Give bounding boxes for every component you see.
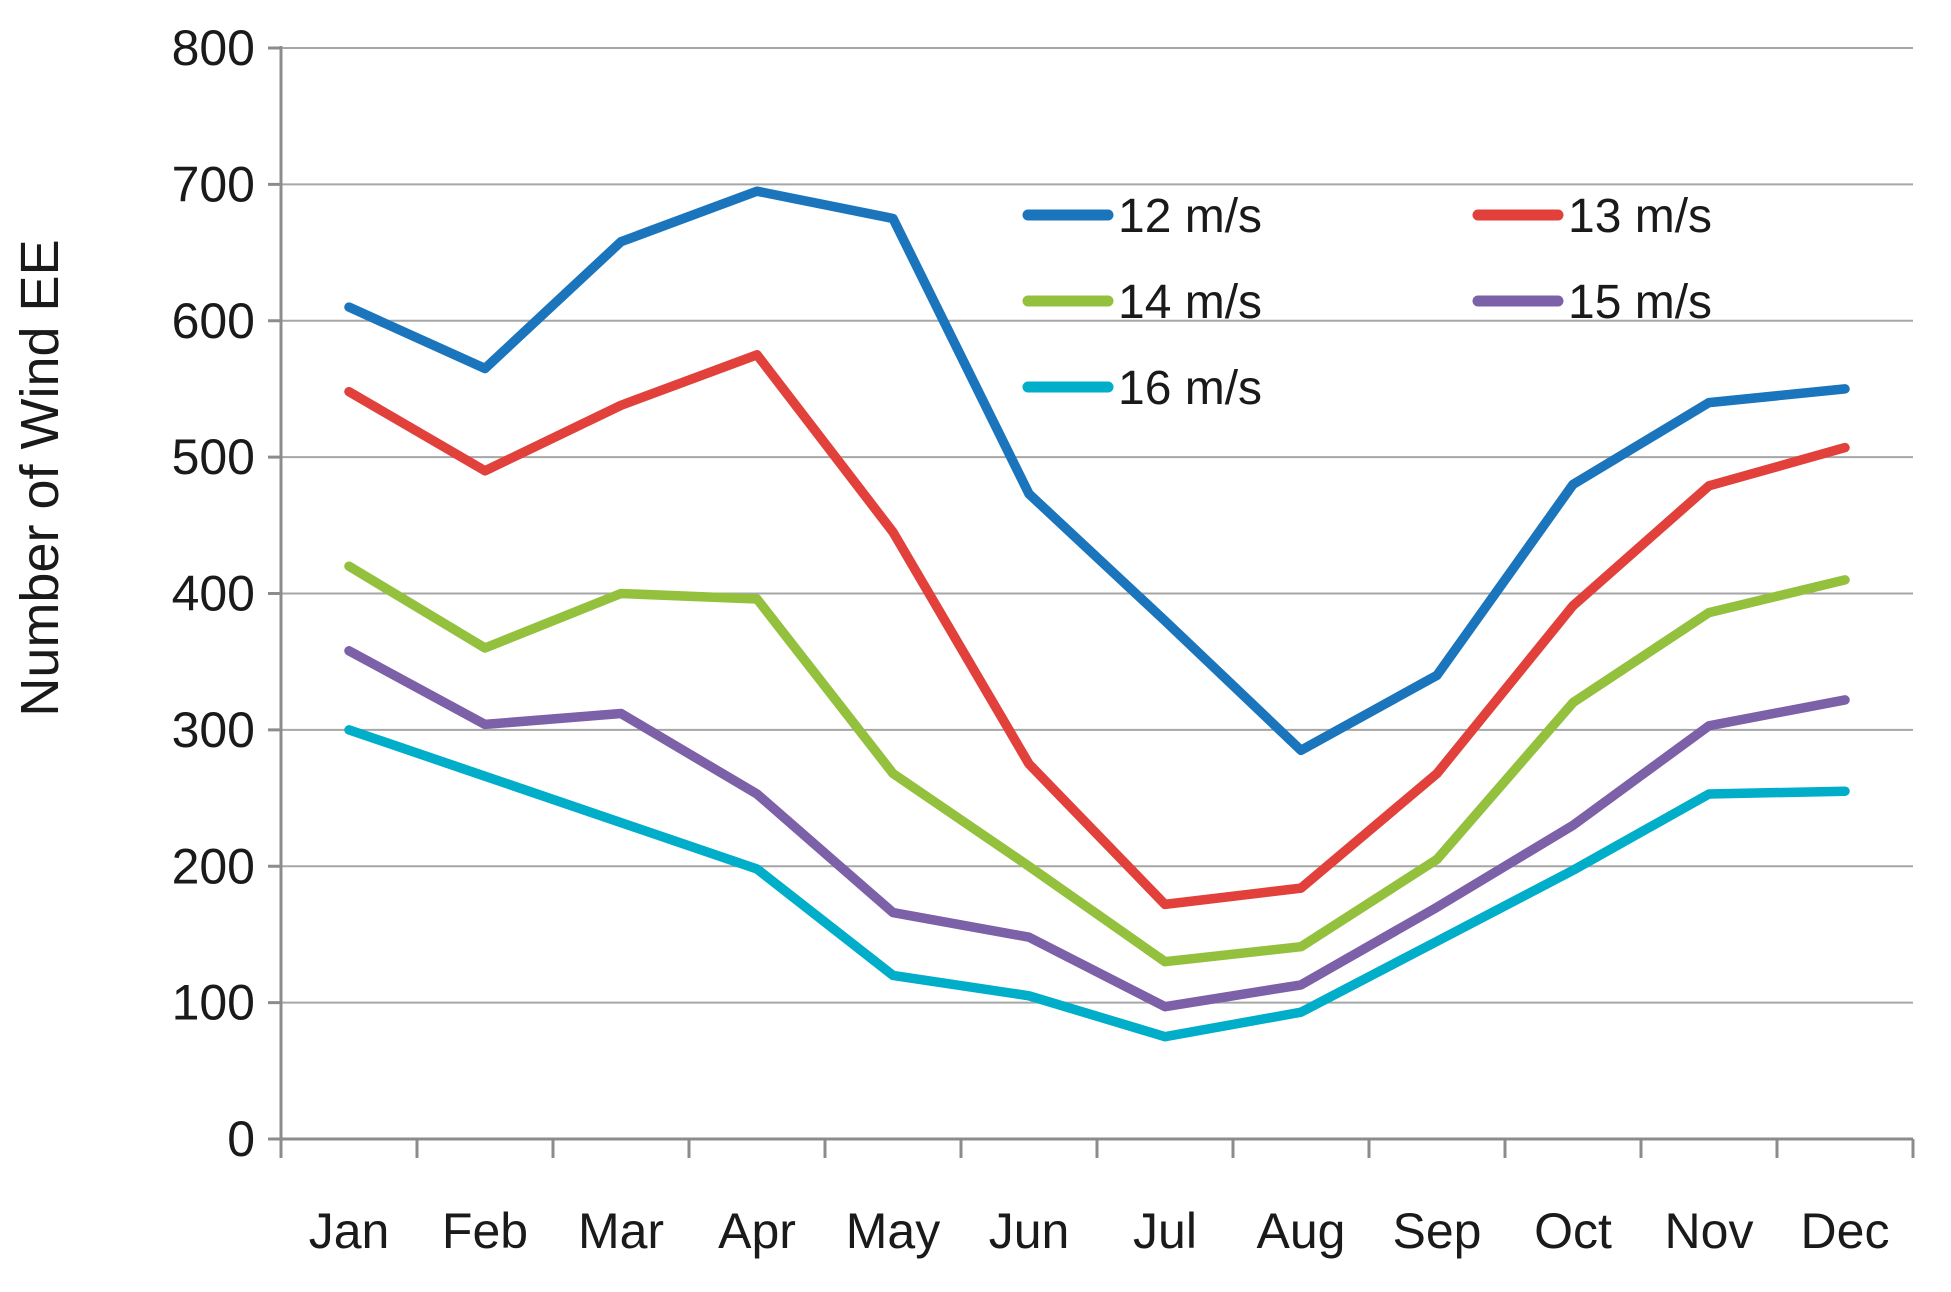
x-tick-label: Mar	[578, 1203, 664, 1259]
x-tick-label: Jul	[1133, 1203, 1197, 1259]
series-line-13-m-s	[344, 350, 1850, 910]
legend-label-16-m-s: 16 m/s	[1118, 362, 1262, 415]
y-tick-label: 200	[172, 838, 255, 894]
x-tick-label: Nov	[1665, 1203, 1754, 1259]
x-tick-label: Oct	[1534, 1203, 1612, 1259]
y-tick-label: 600	[172, 293, 255, 349]
y-axis-title: Number of Wind EE	[10, 239, 70, 716]
y-tick-label: 800	[172, 20, 255, 76]
y-tick-label: 0	[227, 1111, 255, 1167]
y-tick-label: 300	[172, 702, 255, 758]
y-tick-label: 500	[172, 429, 255, 485]
legend-label-12-m-s: 12 m/s	[1118, 190, 1262, 243]
y-tick-label: 400	[172, 566, 255, 622]
legend-label-14-m-s: 14 m/s	[1118, 276, 1262, 329]
x-tick-label: Apr	[718, 1203, 796, 1259]
x-tick-label: May	[846, 1203, 940, 1259]
y-tick-label: 700	[172, 156, 255, 212]
x-tick-label: Sep	[1393, 1203, 1482, 1259]
series-line-14-m-s	[344, 561, 1850, 967]
x-tick-label: Feb	[442, 1203, 528, 1259]
y-tick-label: 100	[172, 975, 255, 1031]
legend-label-13-m-s: 13 m/s	[1568, 190, 1712, 243]
x-tick-label: Aug	[1257, 1203, 1346, 1259]
legend-label-15-m-s: 15 m/s	[1568, 276, 1712, 329]
x-tick-label: Jan	[309, 1203, 390, 1259]
series-line-16-m-s	[344, 725, 1850, 1042]
series-line-15-m-s	[344, 646, 1850, 1012]
series-line-12-m-s	[344, 186, 1850, 756]
x-tick-label: Jun	[989, 1203, 1070, 1259]
x-tick-label: Dec	[1801, 1203, 1890, 1259]
